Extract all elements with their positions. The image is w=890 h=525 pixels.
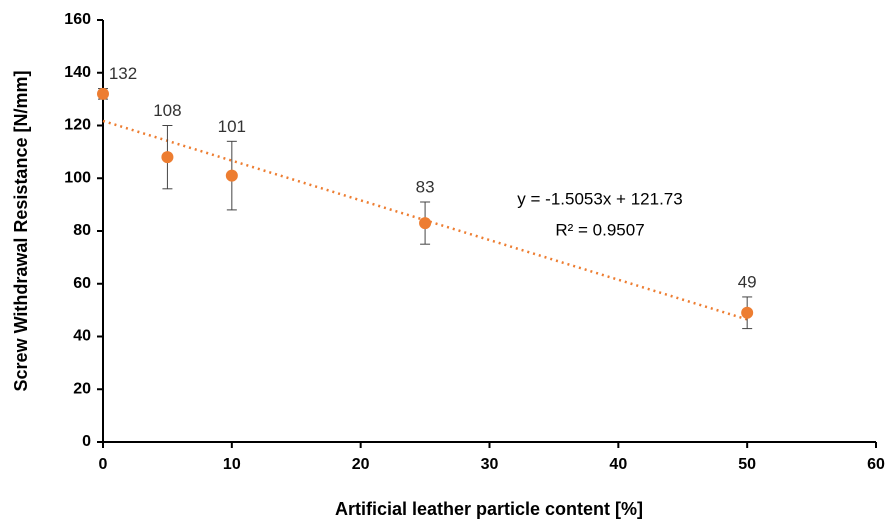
x-tick-label: 50 <box>738 456 756 473</box>
point <box>419 217 432 230</box>
data-label: 83 <box>416 177 435 196</box>
data-label: 101 <box>218 117 246 136</box>
trendline-equation: y = -1.5053x + 121.73 <box>517 189 682 208</box>
y-tick-label: 20 <box>73 380 91 397</box>
point <box>225 169 238 182</box>
x-tick-label: 20 <box>352 456 370 473</box>
x-axis-title: Artificial leather particle content [%] <box>335 499 643 519</box>
point <box>161 151 174 164</box>
y-tick-label: 60 <box>73 275 91 292</box>
point <box>97 87 109 100</box>
x-tick-label: 40 <box>609 456 627 473</box>
x-tick-label: 10 <box>223 456 241 473</box>
point <box>741 306 754 319</box>
data-label: 132 <box>109 64 137 83</box>
y-tick-label: 100 <box>64 169 91 186</box>
y-tick-label: 160 <box>64 11 91 28</box>
x-tick-label: 30 <box>481 456 499 473</box>
trendline-r2: R² = 0.9507 <box>555 220 644 239</box>
x-tick-label: 0 <box>99 456 108 473</box>
y-tick-label: 80 <box>73 222 91 239</box>
y-tick-label: 40 <box>73 328 91 345</box>
y-tick-label: 120 <box>64 117 91 134</box>
x-tick-label: 60 <box>867 456 885 473</box>
y-tick-label: 0 <box>82 433 91 450</box>
data-label: 49 <box>738 272 757 291</box>
y-axis-title: Screw Withdrawal Resistance [N/mm] <box>11 71 31 392</box>
data-label: 108 <box>153 101 181 120</box>
y-tick-label: 140 <box>64 64 91 81</box>
